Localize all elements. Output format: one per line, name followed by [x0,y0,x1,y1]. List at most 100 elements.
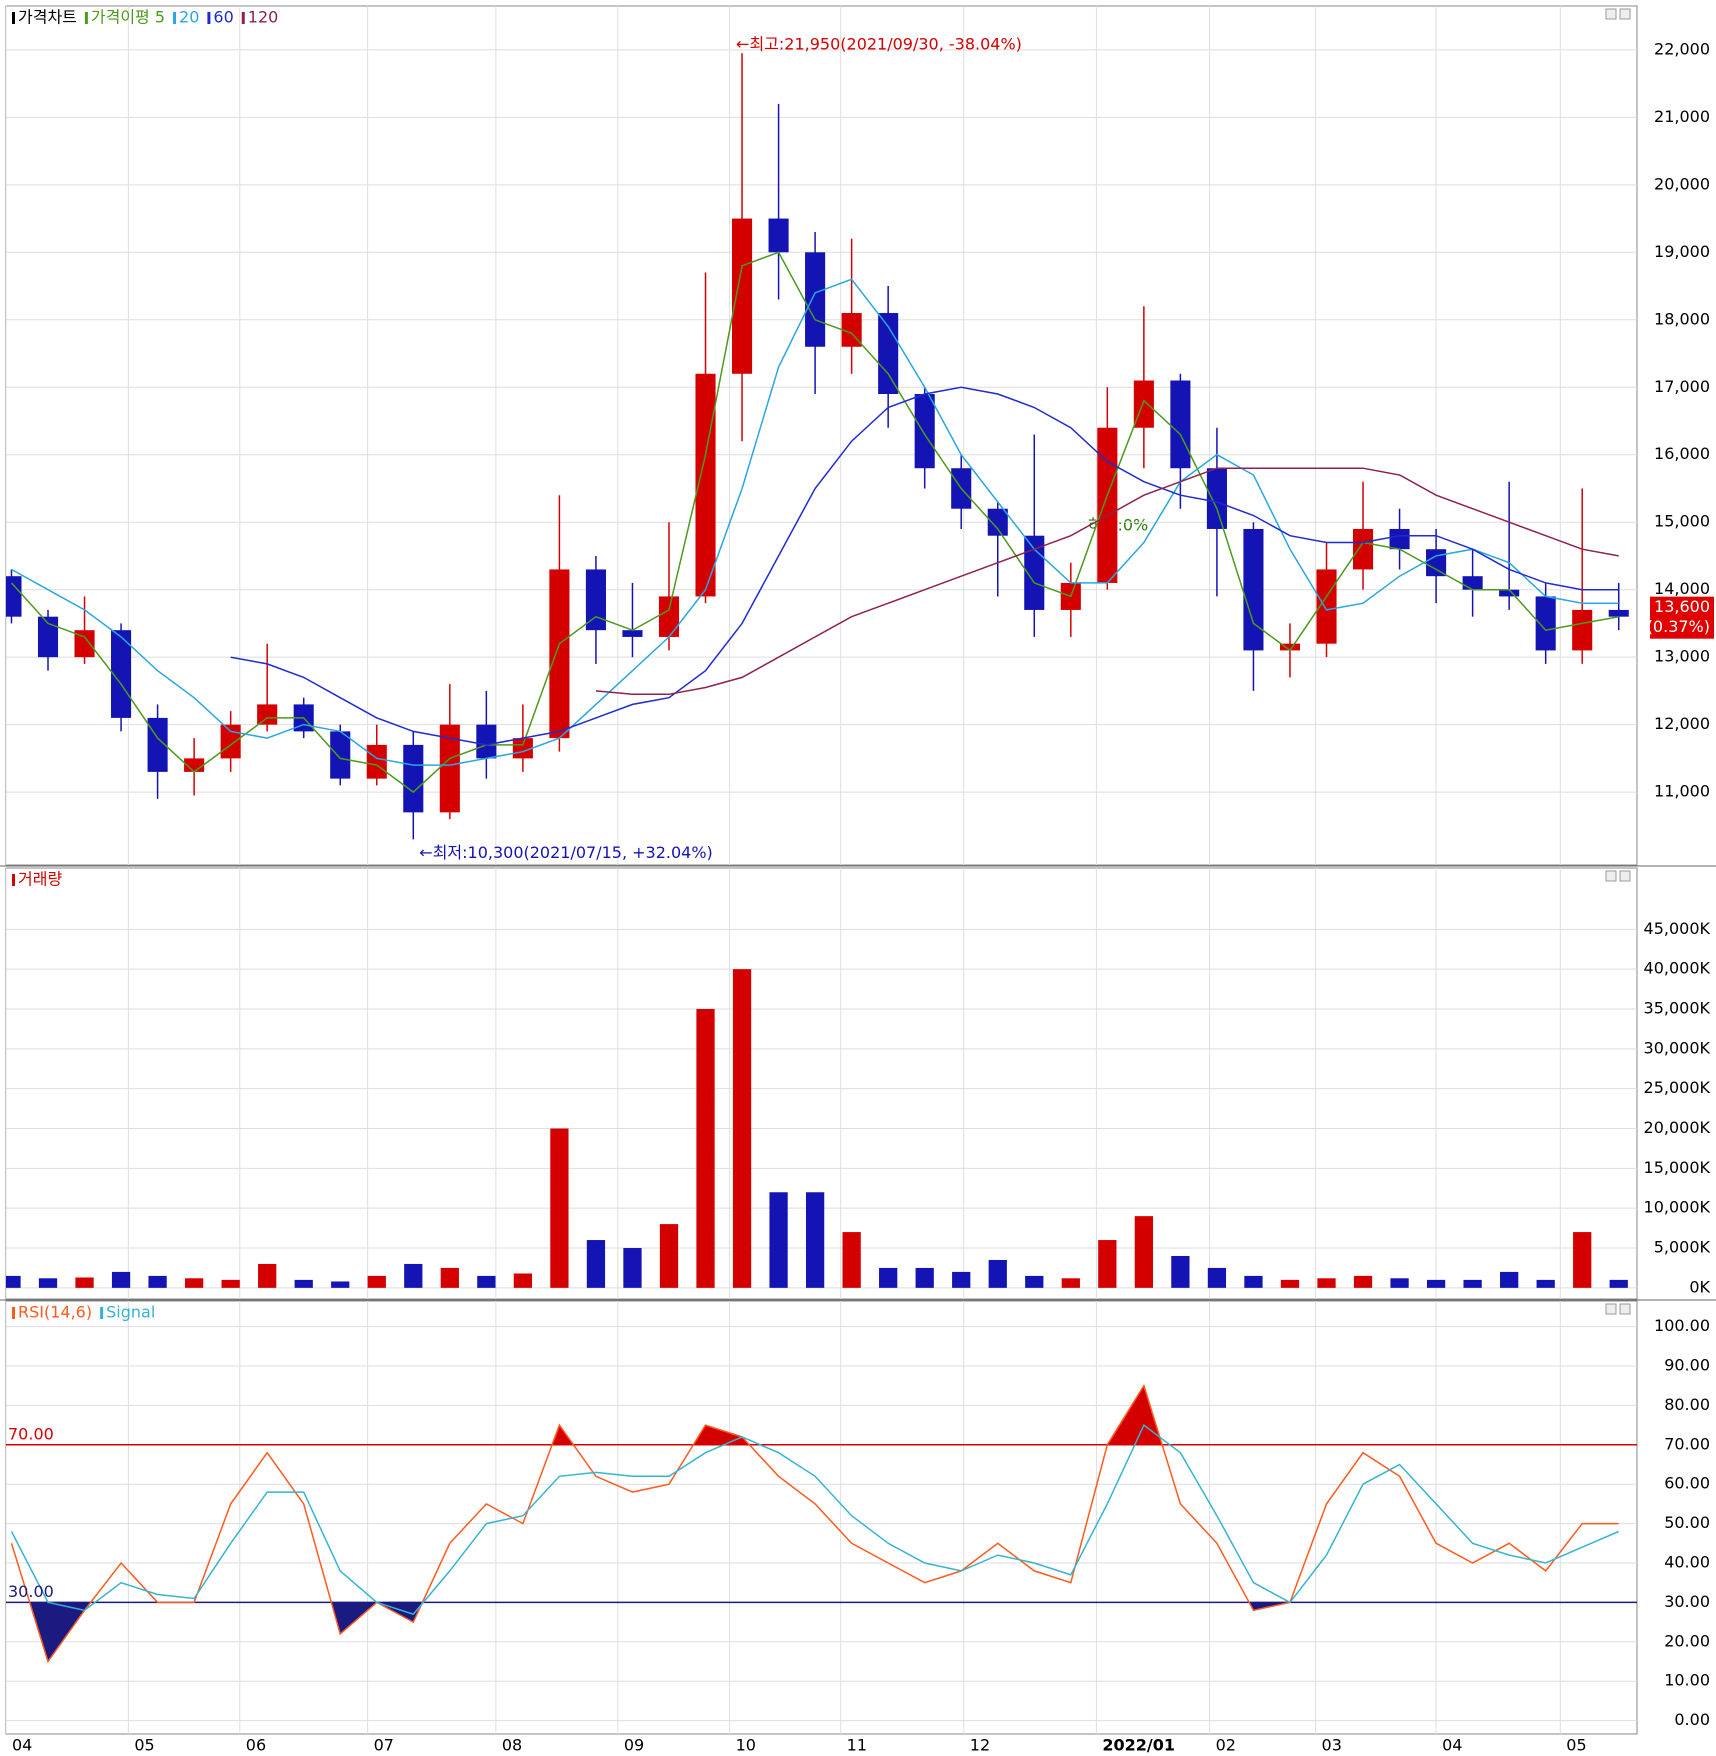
candle-body [768,218,789,253]
y-tick-label: 0.00 [1674,1710,1710,1729]
candle-body [512,738,533,759]
candle-body [914,394,935,469]
volume-bar [1134,1216,1153,1288]
candle-body [439,724,460,813]
x-tick-label: 10 [736,1736,756,1755]
last-change-label: (0.37%) [1647,617,1710,636]
legend-label: 60 [213,8,233,27]
volume-bar [1207,1267,1227,1288]
legend-label: 가격차트 [18,8,77,27]
volume-bar [1317,1278,1336,1288]
candle-body [1499,589,1520,597]
volume-bar [1061,1278,1080,1288]
y-tick-label: 18,000 [1654,309,1710,328]
y-tick-label: 15,000K [1644,1158,1711,1177]
close-button[interactable] [1619,8,1631,20]
rsi-line [10,1423,1619,1616]
legend-label: RSI(14,6) [18,1303,92,1322]
y-tick-label: 80.00 [1664,1395,1710,1414]
y-tick-label: 100.00 [1654,1316,1710,1335]
volume-bar [111,1271,131,1288]
volume-bar [1609,1279,1628,1288]
y-tick-label: 60.00 [1664,1474,1710,1493]
candle-body [1572,609,1593,651]
volume-bar [513,1273,533,1288]
candle-body [1426,549,1447,577]
y-tick-label: 20.00 [1664,1631,1710,1650]
y-tick-label: 0K [1689,1277,1710,1296]
candle-body [111,630,132,718]
volume-bar [404,1263,423,1288]
last-price-label: 13,600 [1654,597,1710,616]
y-tick-label: 45,000K [1644,919,1711,938]
plot-area [6,6,1637,865]
y-tick-label: 35,000K [1644,999,1711,1018]
volume-bar [1353,1275,1373,1288]
candle-body [1206,468,1227,529]
volume-bar [367,1275,386,1288]
threshold-label: 70.00 [8,1424,54,1443]
y-tick-label: 40,000K [1644,959,1711,978]
x-tick-label: 04 [12,1736,32,1755]
plot-area [6,868,1637,1299]
minimize-button[interactable] [1605,870,1617,882]
volume-bar [221,1279,240,1288]
volume-bar [550,1128,569,1288]
close-button[interactable] [1619,870,1631,882]
x-tick-label: 2022/01 [1102,1736,1175,1755]
legend-marker [12,12,15,24]
x-tick-label: 04 [1442,1736,1462,1755]
candle-body [366,744,387,779]
x-tick-label: 05 [134,1736,154,1755]
x-tick-label: 08 [502,1736,522,1755]
candle-body [549,569,570,739]
moving-average-line [595,467,1619,696]
y-tick-label: 14,000 [1654,579,1710,598]
volume-bar [1280,1279,1300,1288]
x-tick-label: 12 [970,1736,990,1755]
y-tick-label: 20,000K [1644,1118,1711,1137]
volume-bar [184,1278,204,1288]
volume-bar [440,1267,459,1288]
x-tick-label: 09 [624,1736,644,1755]
y-tick-label: 21,000 [1654,107,1710,126]
moving-average-line [10,251,1619,794]
y-tick-label: 25,000K [1644,1078,1711,1097]
candle-body [1535,596,1556,651]
minimize-button[interactable] [1605,8,1617,20]
legend-marker [100,1307,104,1319]
volume-bar [915,1267,934,1288]
candle-body [1243,528,1264,651]
volume-bar [879,1267,898,1288]
volume-bar [696,1009,715,1288]
y-tick-label: 10,000K [1644,1198,1711,1217]
y-tick-label: 40.00 [1664,1553,1710,1572]
volume-bar [988,1259,1007,1288]
panel-buttons [1605,8,1631,1315]
y-tick-label: 10.00 [1664,1671,1710,1690]
volume-bar [623,1248,642,1288]
candle-body [6,576,22,617]
rsi-threshold-fill [11,1602,1619,1662]
y-tick-label: 20,000 [1654,174,1710,193]
legend-marker [12,1307,15,1319]
candle-body [987,508,1008,536]
volume-bar [769,1192,788,1288]
volume-bar [258,1263,277,1288]
y-tick-label: 90.00 [1664,1356,1710,1375]
low-annotation: ←최저:10,300(2021/07/15, +32.04%) [419,843,713,862]
close-button[interactable] [1619,1303,1631,1315]
x-tick-label: 05 [1566,1736,1586,1755]
legend-marker [173,12,177,24]
rsi-line [10,1383,1619,1664]
candle-body [74,630,95,658]
y-tick-label: 5,000K [1654,1238,1711,1257]
volume-bar [842,1232,861,1288]
volume-bar [1171,1255,1190,1288]
minimize-button[interactable] [1605,1303,1617,1315]
volume-bar [1390,1278,1409,1288]
y-tick-label: 50.00 [1664,1513,1710,1532]
legend-label: Signal [106,1303,155,1322]
candle-body [476,724,497,759]
